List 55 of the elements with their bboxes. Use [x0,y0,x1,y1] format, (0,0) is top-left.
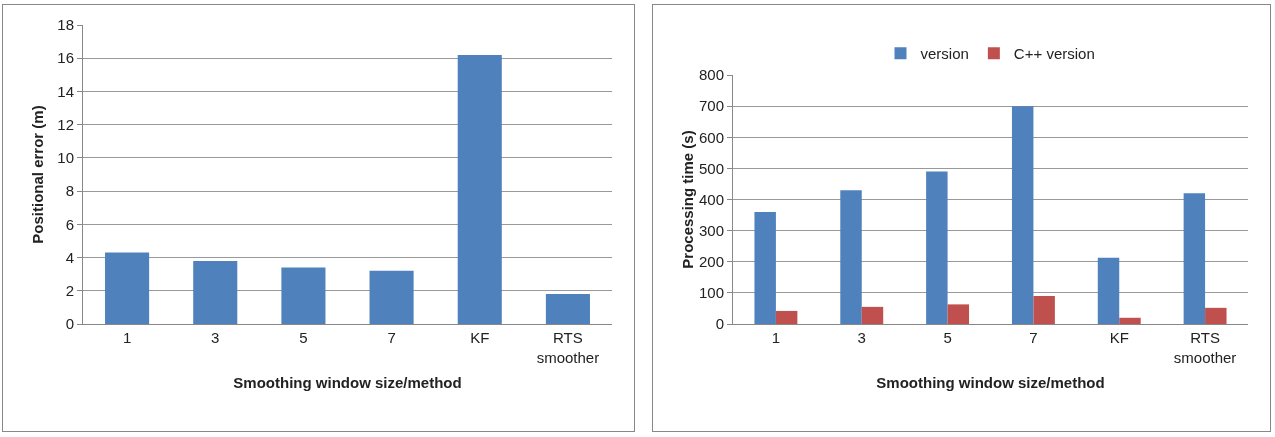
bar [1119,317,1141,324]
y-tick-label: 10 [57,149,74,167]
y-tick-label: 16 [57,49,74,67]
x-tick-label: RTS smoother [1173,329,1237,366]
legend-label: version [920,45,969,63]
x-tick-label: 3 [211,329,220,346]
y-axis-title: Processing time (s) [679,130,696,269]
x-tick-label: 1 [771,329,781,346]
y-tick-label: 18 [57,16,74,34]
y-tick-label: 0 [65,315,74,333]
x-tick-label: 7 [387,329,396,346]
y-tick-label: 500 [698,159,724,177]
y-tick-label: 200 [698,253,724,270]
y-tick-label: 700 [698,97,724,115]
x-axis-title: Smoothing window size/method [233,373,462,391]
bar [105,252,150,324]
y-tick-label: 300 [698,221,724,239]
x-tick-label: 1 [122,329,132,346]
bar [926,171,948,324]
x-tick-label: RTS smoother [536,329,600,366]
bar [1205,307,1227,324]
y-tick-label: 12 [57,115,74,133]
y-tick-label: 8 [65,182,74,200]
x-axis-title: Smoothing window size/method [876,373,1105,391]
bar [1033,295,1055,324]
bar [840,190,862,324]
x-tick-label: 3 [857,329,866,346]
bar [193,260,238,324]
bar [947,304,970,324]
bar [457,54,502,324]
bar [754,211,776,324]
y-tick-label: 800 [698,66,724,84]
y-tick-label: 14 [57,82,74,100]
bar [775,310,798,324]
bar [1097,257,1120,324]
y-tick-label: 4 [65,248,74,266]
x-tick-label: KF [470,329,490,346]
x-tick-label: 5 [943,329,952,346]
bar [369,270,414,324]
y-tick-label: 400 [698,190,724,208]
legend-label: C++ version [1013,45,1095,63]
y-tick-label: 0 [715,315,724,333]
y-tick-label: 600 [698,128,724,146]
y-tick-label: 6 [65,215,74,233]
bar [861,306,884,324]
bar [1183,193,1206,324]
x-tick-label: KF [1109,329,1129,346]
y-tick-label: 100 [698,284,724,302]
y-tick-label: 2 [65,282,74,300]
x-tick-label: 7 [1029,329,1038,346]
y-axis-title: Positional error (m) [29,105,46,244]
bar [1011,106,1034,324]
bar [545,294,590,324]
bar [281,267,326,324]
x-tick-label: 5 [299,329,308,346]
